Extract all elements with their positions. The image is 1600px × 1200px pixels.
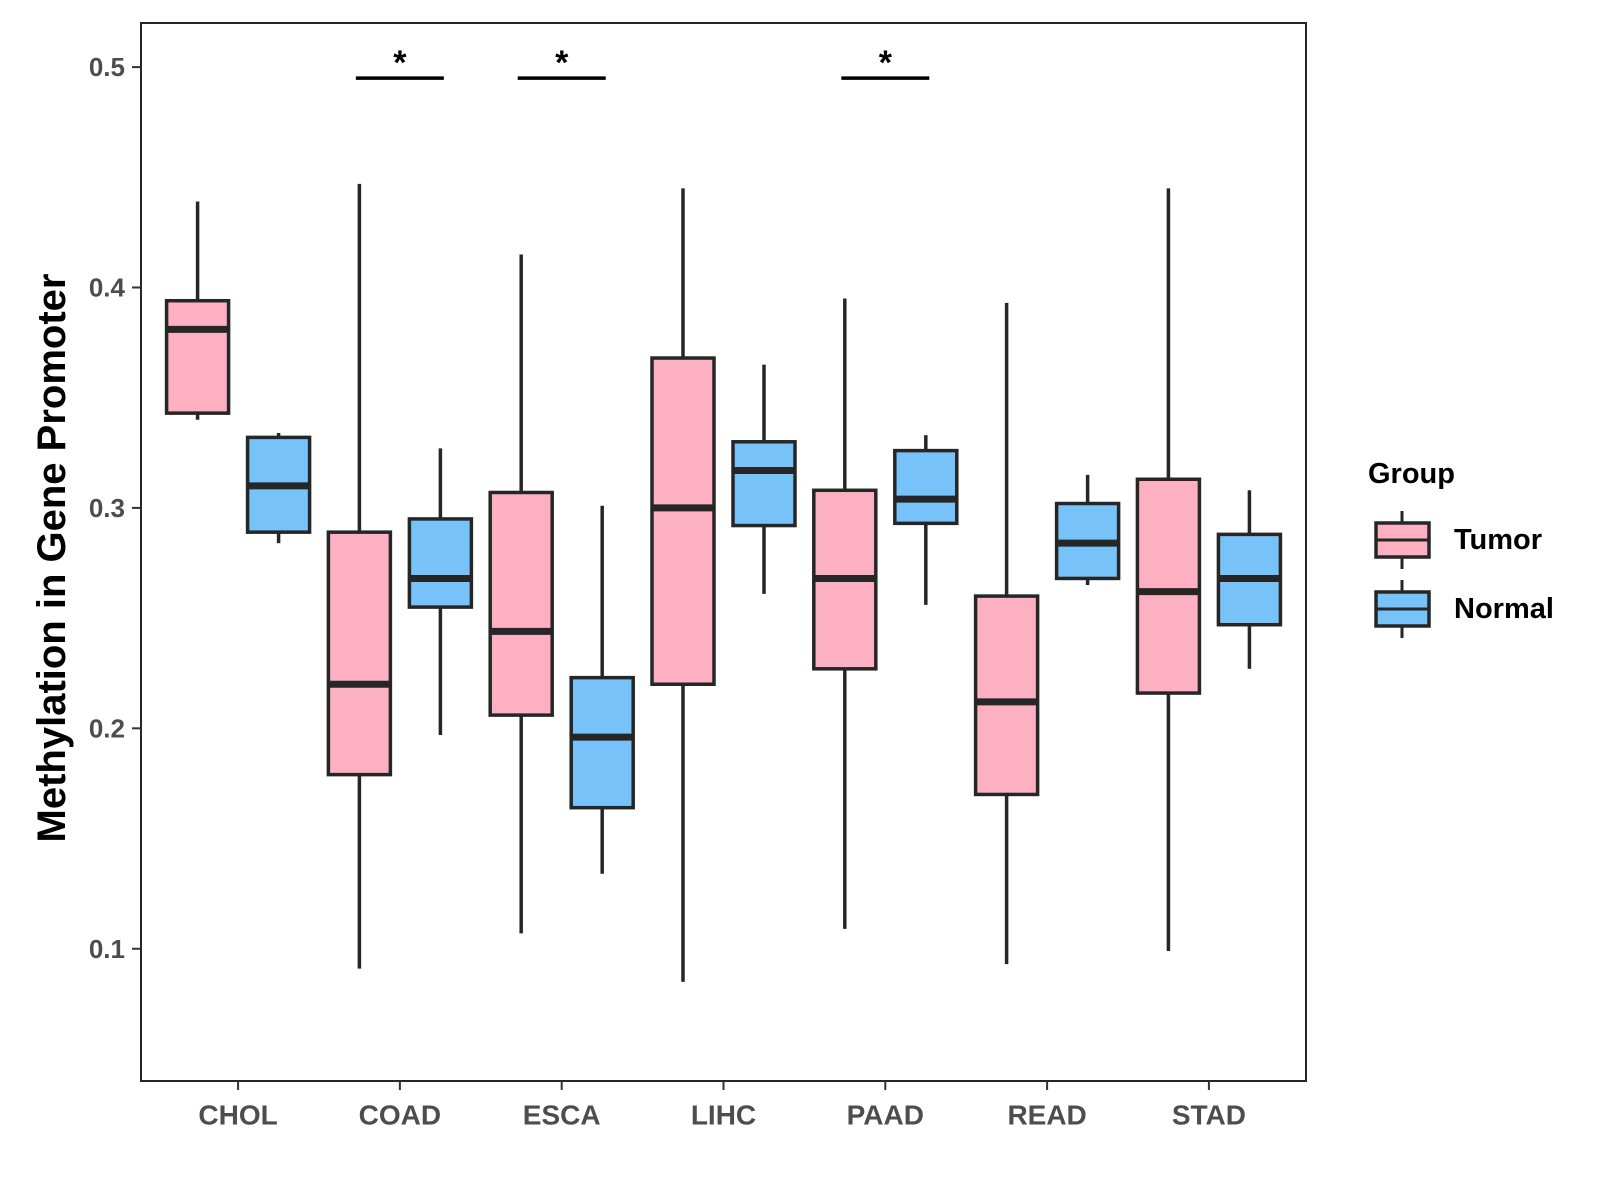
box-tumor-coad [326, 183, 393, 969]
box-normal-stad [1216, 490, 1283, 669]
box-iqr [326, 530, 393, 777]
panel-border [140, 22, 1307, 1082]
y-axis-title: Methylation in Gene Promoter [30, 274, 74, 843]
box-tumor-esca [488, 254, 554, 934]
x-tick-label: ESCA [523, 1100, 601, 1131]
box-normal-lihc [731, 364, 797, 594]
box-iqr [973, 594, 1040, 797]
box-normal-read [1054, 474, 1121, 586]
box-series [164, 183, 1283, 982]
box-normal-paad [893, 435, 959, 605]
box-iqr [488, 490, 554, 717]
y-tick-label: 0.1 [89, 934, 125, 964]
box-iqr [893, 448, 959, 526]
box-tumor-read [973, 302, 1040, 965]
x-tick-label: READ [1007, 1100, 1086, 1131]
box-tumor-paad [812, 298, 878, 929]
legend-title: Group [1368, 458, 1455, 490]
y-tick-label: 0.2 [89, 713, 125, 743]
box-iqr [164, 298, 231, 415]
significance-annotations: * * * [355, 44, 930, 82]
box-tumor-stad [1135, 188, 1202, 951]
y-tick-label: 0.5 [89, 52, 125, 82]
box-tumor-lihc [650, 188, 716, 982]
box-iqr [407, 517, 474, 609]
box-iqr [650, 356, 716, 686]
legend-label: Tumor [1454, 524, 1542, 556]
y-tick-label: 0.4 [89, 273, 126, 303]
x-tick-label: STAD [1172, 1100, 1246, 1131]
x-tick-label: LIHC [691, 1100, 756, 1131]
plot-panel [140, 22, 1307, 1082]
box-normal-chol [245, 432, 312, 544]
legend-label: Normal [1454, 593, 1554, 625]
x-axis: CHOL COAD ESCA LIHC PAAD READ STAD [198, 1081, 1246, 1131]
x-tick-label: CHOL [198, 1100, 277, 1131]
x-tick-label: PAAD [847, 1100, 924, 1131]
legend-key-normal [1374, 580, 1431, 638]
y-tick-label: 0.3 [89, 493, 125, 523]
significance-star: * [555, 44, 569, 82]
x-tick-label: COAD [359, 1100, 441, 1131]
legend-key-tumor [1374, 511, 1431, 569]
box-tumor-chol [164, 201, 231, 420]
significance-star: * [393, 44, 407, 82]
box-iqr [569, 675, 635, 810]
significance-star: * [879, 44, 893, 82]
legend: Group Tumor Normal [1368, 458, 1554, 638]
y-axis: 0.1 0.2 0.3 0.4 0.5 [89, 52, 141, 964]
box-iqr [731, 440, 797, 528]
box-normal-coad [407, 448, 474, 735]
box-normal-esca [569, 505, 635, 874]
box-iqr [1135, 477, 1202, 695]
